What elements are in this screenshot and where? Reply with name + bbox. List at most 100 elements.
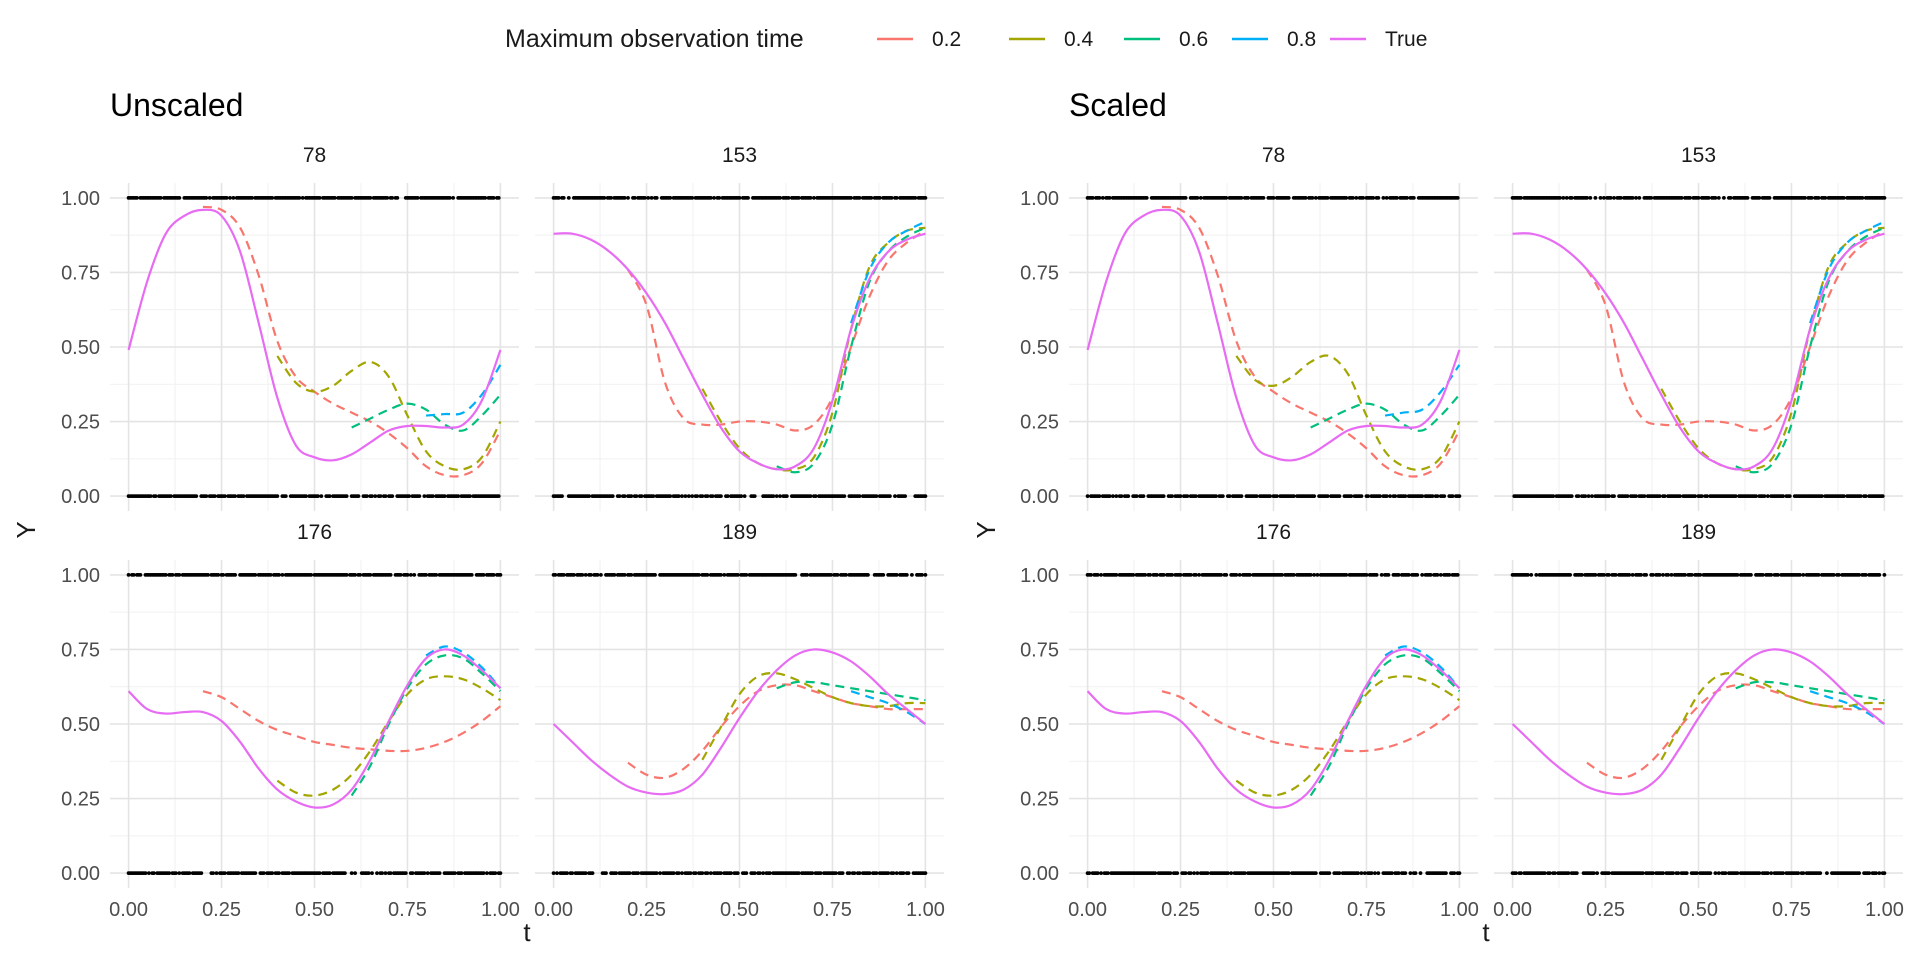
observation-point	[412, 573, 417, 577]
observation-point	[241, 494, 246, 498]
observation-point	[1143, 573, 1147, 577]
observation-point	[828, 573, 833, 577]
series-line-0-6	[1735, 680, 1885, 702]
legend-label: 0.2	[932, 28, 961, 51]
observation-point	[710, 494, 715, 498]
observation-point	[221, 573, 226, 577]
observation-point	[1099, 871, 1103, 875]
observation-point	[1735, 573, 1740, 577]
observation-point	[424, 573, 428, 577]
observation-point	[1588, 196, 1593, 200]
observation-point	[1769, 573, 1774, 577]
observation-point	[1593, 196, 1598, 200]
observation-point	[143, 871, 148, 875]
observation-point	[612, 573, 617, 577]
observation-point	[1389, 871, 1394, 875]
series-line-0-2	[1585, 229, 1886, 432]
observation-point	[231, 196, 236, 200]
x-tick-label: 0.00	[1493, 899, 1532, 921]
observation-point	[1593, 573, 1598, 577]
facet-strip-label: 78	[303, 144, 326, 167]
observation-point	[680, 871, 684, 875]
observation-point	[813, 494, 818, 498]
observation-point	[812, 196, 816, 200]
observation-point	[742, 494, 747, 498]
observation-point	[1602, 196, 1606, 200]
observation-point	[410, 871, 415, 875]
y-tick-label: 0.50	[61, 714, 100, 736]
observation-point	[1590, 494, 1594, 498]
observation-point	[148, 494, 153, 498]
observation-point	[609, 196, 613, 200]
observation-point	[796, 196, 801, 200]
observation-point	[1107, 494, 1112, 498]
observation-point	[177, 573, 182, 577]
x-tick-label: 0.25	[627, 899, 666, 921]
observation-point	[1364, 573, 1369, 577]
observation-point	[708, 196, 713, 200]
observation-point	[407, 494, 411, 498]
observation-point	[194, 494, 199, 498]
legend-item-0.6: 0.6	[1124, 28, 1208, 51]
observation-point	[1836, 573, 1841, 577]
observation-point	[1371, 196, 1376, 200]
x-tick-label: 0.00	[109, 899, 148, 921]
observation-point	[1362, 871, 1367, 875]
observation-point	[447, 196, 452, 200]
observation-point	[1144, 196, 1149, 200]
observation-point	[1310, 196, 1315, 200]
facet-strip-label: 176	[1256, 521, 1291, 544]
observation-point	[583, 573, 588, 577]
observation-point	[1378, 494, 1382, 498]
series-line-0-8	[1384, 645, 1461, 689]
observation-point	[223, 494, 227, 498]
observation-point	[1816, 573, 1821, 577]
observation-point	[1442, 494, 1447, 498]
observation-point	[668, 196, 673, 200]
observation-point	[867, 871, 872, 875]
observation-point	[877, 196, 882, 200]
observation-point	[722, 573, 727, 577]
observation-point	[228, 196, 232, 200]
observation-point	[719, 871, 723, 875]
observation-point	[737, 196, 742, 200]
observation-point	[894, 573, 899, 577]
facet-strip-label: 189	[722, 521, 757, 544]
observation-point	[167, 871, 172, 875]
observation-point	[622, 573, 627, 577]
observation-point	[810, 871, 815, 875]
observation-point	[693, 871, 698, 875]
observation-point	[757, 871, 762, 875]
observation-point	[373, 494, 378, 498]
observation-point	[1858, 494, 1863, 498]
observation-point	[602, 196, 607, 200]
observation-point	[1095, 573, 1100, 577]
observation-point	[906, 871, 911, 875]
y-tick-label: 0.50	[1020, 714, 1059, 736]
observation-point	[1396, 871, 1401, 875]
observation-point	[1749, 573, 1753, 577]
observation-point	[1413, 871, 1418, 875]
series-line-0-4	[1235, 675, 1461, 797]
facet-176: 176 0.00 0.25 0.50 0.75 1.00 0.00 0.25 0.50 0.75 1…	[61, 521, 520, 921]
observation-point	[1676, 871, 1681, 875]
observation-point	[572, 573, 576, 577]
observation-point	[206, 573, 210, 577]
observation-point	[468, 494, 472, 498]
observation-point	[1689, 573, 1694, 577]
observation-point	[491, 573, 496, 577]
observation-point	[1757, 871, 1762, 875]
observation-point	[250, 196, 254, 200]
observation-point	[1455, 196, 1460, 200]
series-line-true	[1511, 648, 1886, 796]
observation-point	[1694, 871, 1699, 875]
observation-point	[1280, 573, 1284, 577]
observation-point	[300, 196, 305, 200]
observation-point	[469, 573, 474, 577]
observation-point	[923, 196, 928, 200]
observation-point	[496, 196, 501, 200]
facet-189: 189 0.00 0.25 0.50 0.75 1.00	[534, 521, 945, 921]
observation-point	[686, 494, 691, 498]
observation-point	[481, 573, 486, 577]
observation-point	[380, 871, 384, 875]
